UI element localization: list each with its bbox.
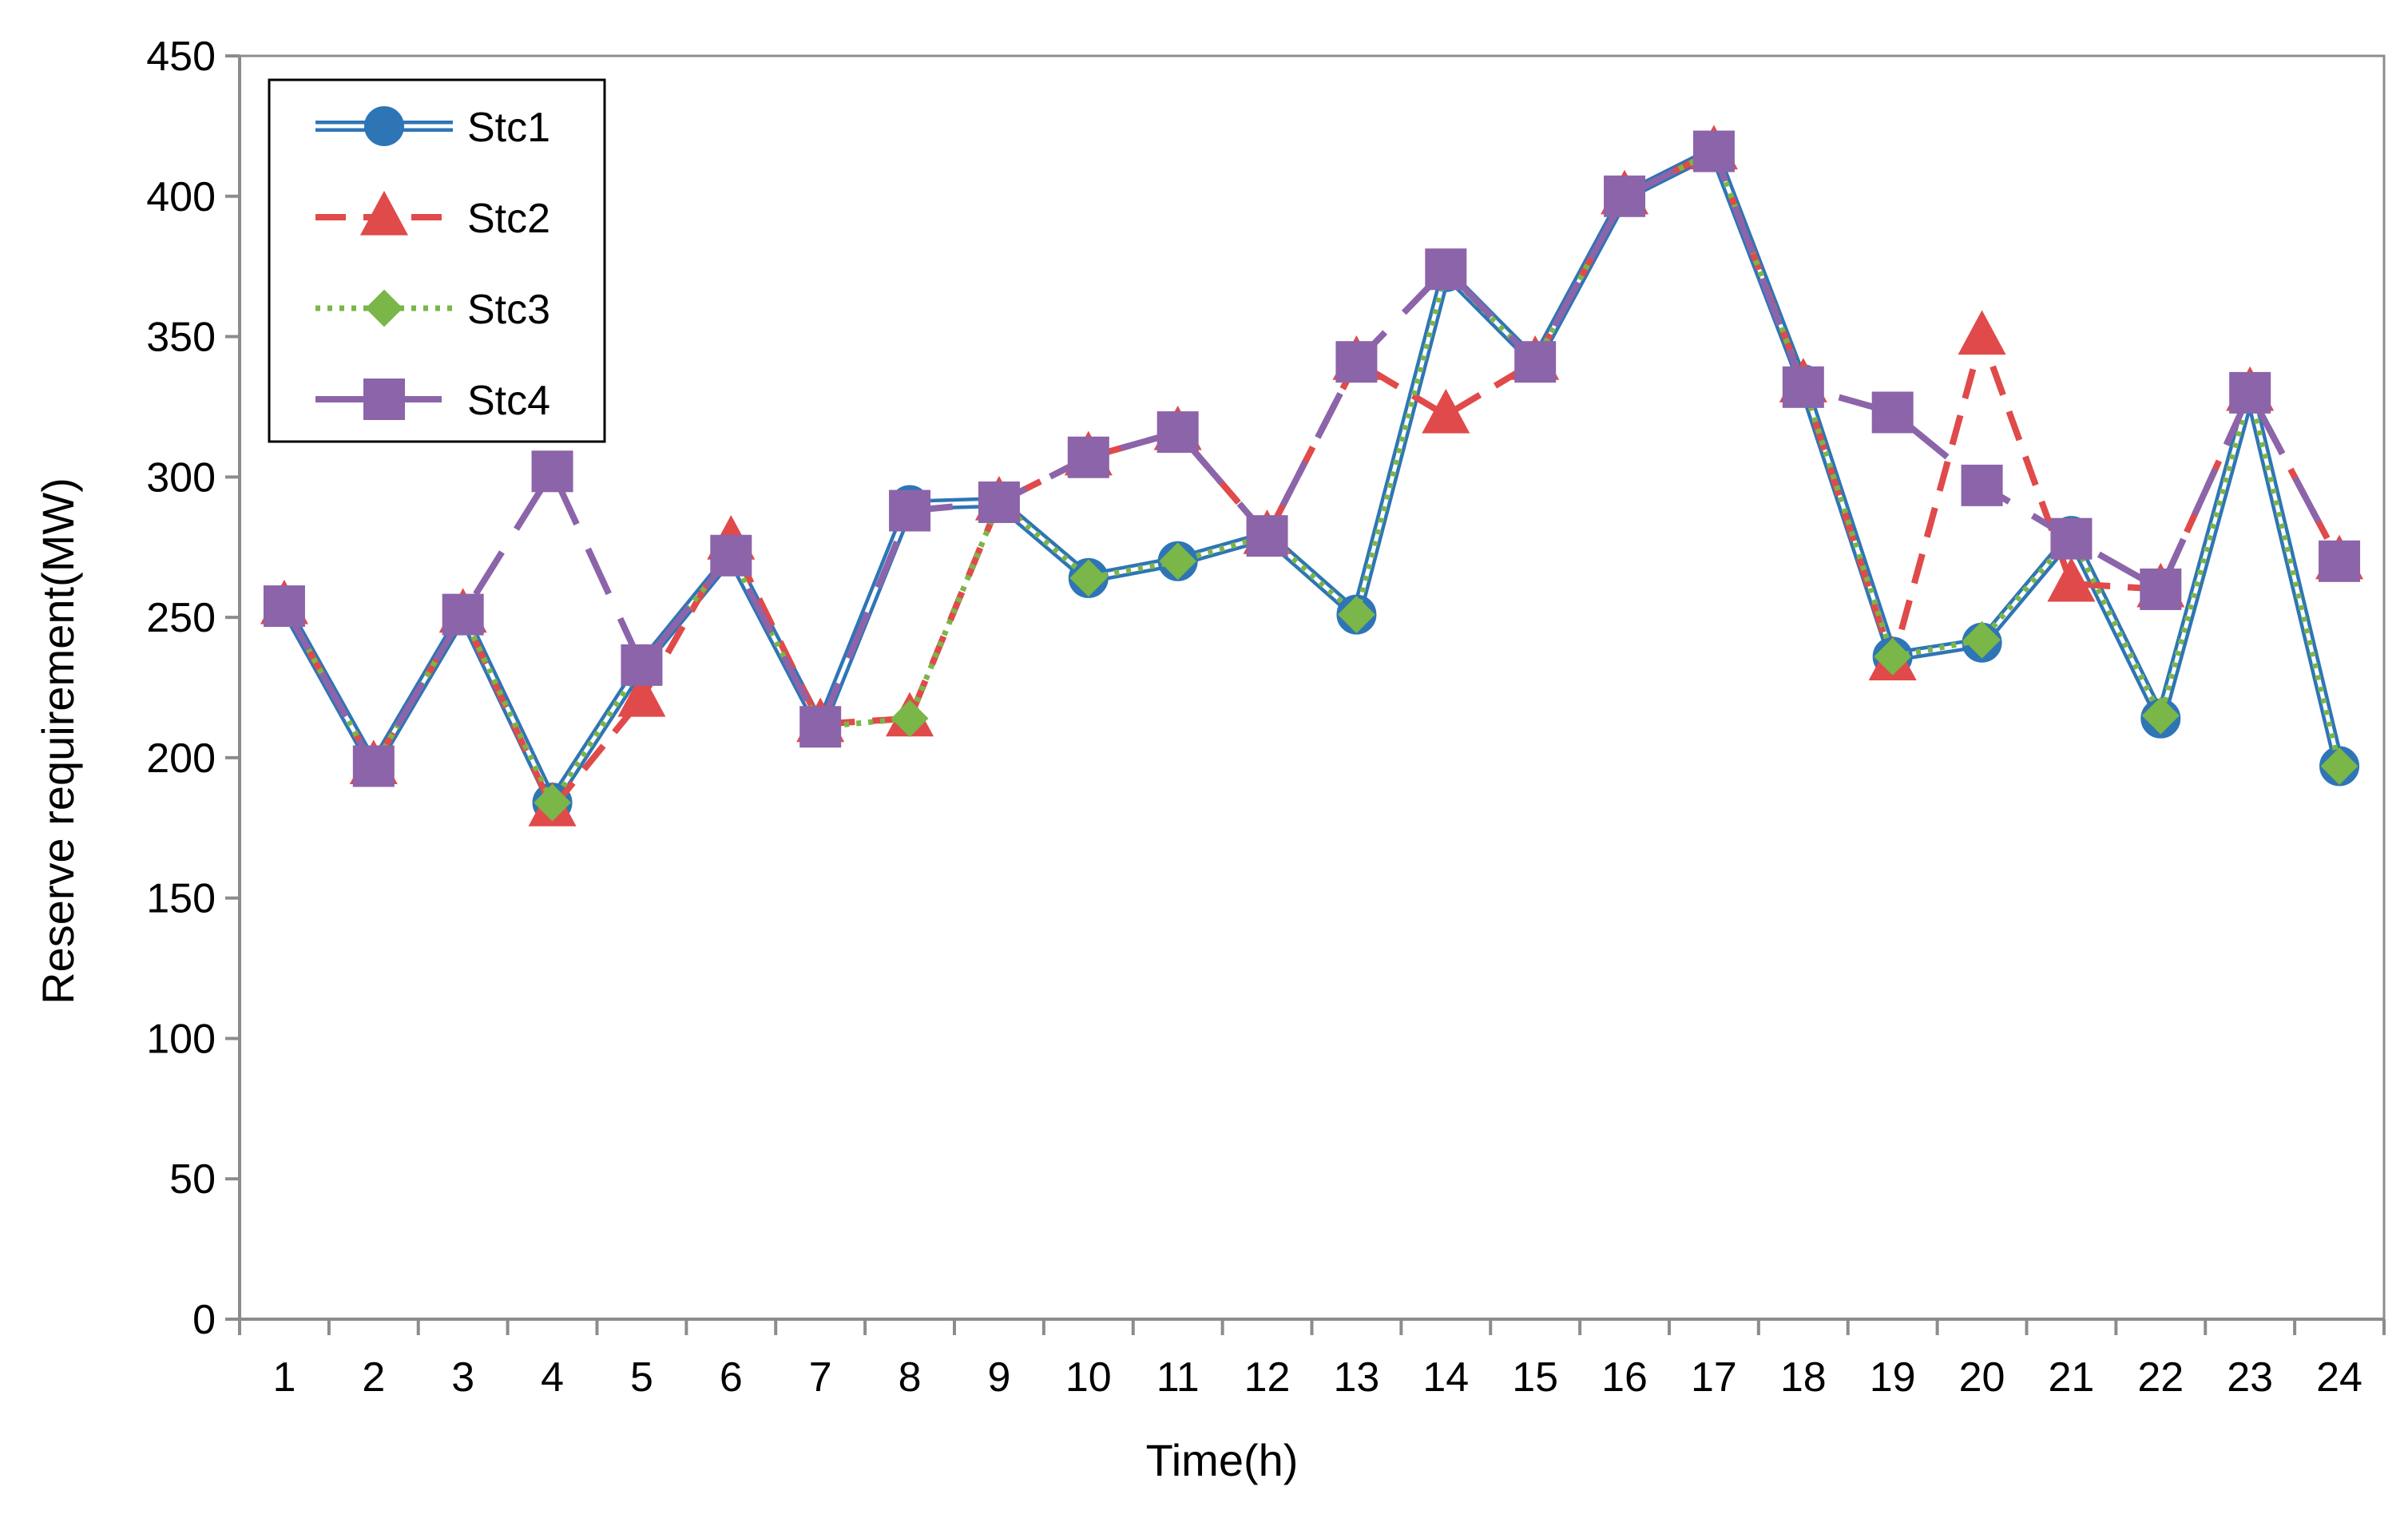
x-tick-label: 9 xyxy=(987,1354,1010,1401)
y-tick-label: 200 xyxy=(146,735,216,782)
data-point xyxy=(1871,391,1914,434)
x-tick-label: 2 xyxy=(362,1354,385,1401)
x-tick-label: 17 xyxy=(1691,1354,1737,1401)
x-tick-label: 10 xyxy=(1065,1354,1112,1401)
data-point xyxy=(1422,388,1470,434)
x-tick-label: 21 xyxy=(2049,1354,2095,1401)
data-point xyxy=(1961,464,2003,506)
x-tick-label: 24 xyxy=(2316,1354,2362,1401)
x-tick-label: 6 xyxy=(720,1354,743,1401)
data-point xyxy=(531,450,573,493)
data-point xyxy=(1963,620,2001,659)
y-tick-label: 450 xyxy=(146,34,216,80)
legend-swatch-marker xyxy=(359,190,409,236)
data-point xyxy=(1246,515,1288,557)
x-tick-label: 14 xyxy=(1422,1354,1469,1401)
data-point xyxy=(891,700,929,738)
data-point xyxy=(2050,517,2093,560)
data-point xyxy=(1604,175,1646,217)
x-tick-label: 8 xyxy=(899,1354,922,1401)
data-point xyxy=(1425,248,1467,291)
data-point xyxy=(1335,341,1378,383)
data-point xyxy=(1067,436,1109,478)
data-point xyxy=(263,585,305,628)
x-tick-label: 23 xyxy=(2227,1354,2273,1401)
x-axis-title: Time(h) xyxy=(1146,1435,1299,1485)
data-point xyxy=(442,593,484,636)
data-point xyxy=(799,706,842,748)
x-tick-label: 12 xyxy=(1244,1354,1291,1401)
y-tick-label: 400 xyxy=(146,174,216,220)
legend-swatch-marker xyxy=(364,106,404,146)
x-tick-label: 16 xyxy=(1601,1354,1648,1401)
legend-item-stc3: Stc3 xyxy=(315,287,550,333)
data-point xyxy=(534,783,571,822)
legend-swatch-marker xyxy=(365,289,403,327)
data-point xyxy=(2320,747,2358,785)
x-tick-label: 5 xyxy=(630,1354,653,1401)
series-line-stc2 xyxy=(281,148,2343,812)
data-point xyxy=(1874,637,1912,676)
data-point xyxy=(1069,559,1108,597)
legend-item-stc2: Stc2 xyxy=(315,190,550,242)
x-tick-label: 11 xyxy=(1156,1354,1200,1401)
y-axis-title: Reserve requirement(MW) xyxy=(33,478,83,1005)
data-point xyxy=(1782,366,1824,408)
x-tick-label: 15 xyxy=(1512,1354,1558,1401)
legend-item-stc1: Stc1 xyxy=(315,105,550,151)
data-point xyxy=(352,745,395,787)
legend-item-stc4: Stc4 xyxy=(315,378,550,424)
data-point xyxy=(1156,411,1199,454)
data-point xyxy=(2141,696,2180,735)
legend: Stc1 Stc2 Stc3 Stc4 xyxy=(268,78,606,443)
series-line-stc3 xyxy=(281,149,2343,806)
legend-box xyxy=(268,78,606,443)
legend-label: Stc3 xyxy=(467,287,550,333)
y-tick-label: 350 xyxy=(146,315,216,361)
data-point xyxy=(1514,341,1557,383)
legend-swatch-marker xyxy=(363,379,405,420)
y-tick-label: 0 xyxy=(192,1297,216,1343)
x-tick-label: 19 xyxy=(1870,1354,1916,1401)
legend-label: Stc1 xyxy=(467,105,550,151)
y-tick-label: 250 xyxy=(146,595,216,641)
data-point xyxy=(617,672,666,717)
data-point xyxy=(2140,568,2182,610)
x-tick-label: 4 xyxy=(541,1354,564,1401)
data-point xyxy=(710,534,752,577)
y-tick-label: 150 xyxy=(146,876,216,922)
data-point xyxy=(2319,540,2361,582)
legend-label: Stc2 xyxy=(467,196,550,242)
data-point xyxy=(2047,557,2096,602)
data-point xyxy=(2229,371,2271,414)
series-layer xyxy=(260,125,2364,826)
y-tick-label: 300 xyxy=(146,454,216,501)
x-tick-label: 20 xyxy=(1959,1354,2005,1401)
x-tick-label: 22 xyxy=(2137,1354,2184,1401)
y-tick-label: 100 xyxy=(146,1016,216,1062)
x-tick-label: 1 xyxy=(272,1354,296,1401)
data-point xyxy=(1338,596,1375,634)
x-tick-label: 7 xyxy=(809,1354,832,1401)
data-point xyxy=(1159,542,1197,581)
legend-label: Stc4 xyxy=(467,378,550,424)
x-tick-label: 18 xyxy=(1780,1354,1827,1401)
y-tick-label: 50 xyxy=(169,1156,216,1203)
series-stc4 xyxy=(263,130,2361,787)
x-tick-label: 3 xyxy=(451,1354,474,1401)
data-point xyxy=(889,490,931,532)
data-point xyxy=(1692,130,1735,172)
data-point xyxy=(978,481,1020,523)
x-tick-label: 13 xyxy=(1334,1354,1380,1401)
data-point xyxy=(621,644,663,686)
data-point xyxy=(1958,310,2006,355)
